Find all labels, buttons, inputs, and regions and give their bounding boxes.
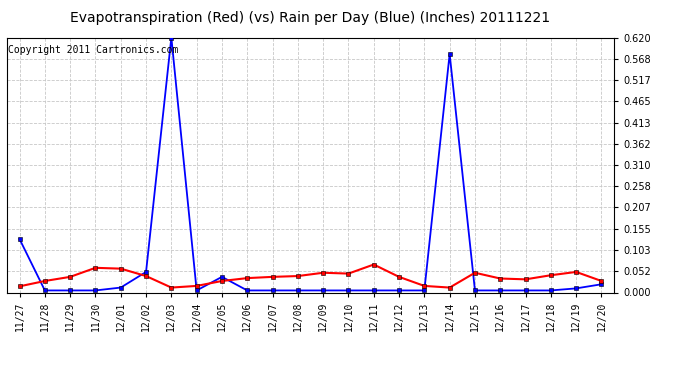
Text: Evapotranspiration (Red) (vs) Rain per Day (Blue) (Inches) 20111221: Evapotranspiration (Red) (vs) Rain per D… xyxy=(70,11,551,25)
Text: Copyright 2011 Cartronics.com: Copyright 2011 Cartronics.com xyxy=(8,45,179,55)
